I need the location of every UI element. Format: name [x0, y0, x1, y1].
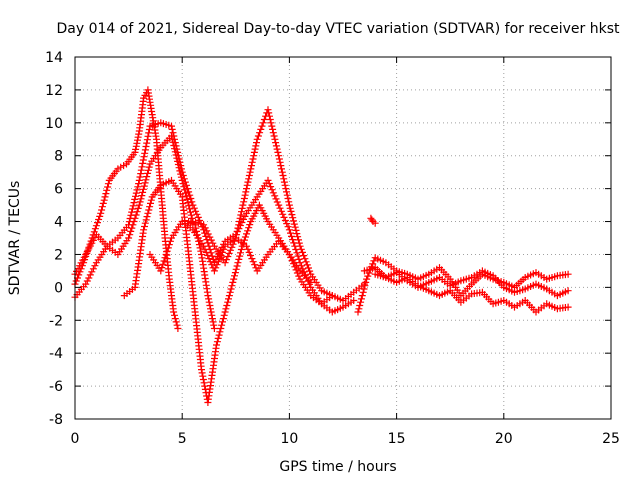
plus-markers [120, 176, 315, 406]
x-tick-label: 0 [71, 431, 80, 447]
y-tick-label: 8 [54, 149, 63, 165]
y-tick-label: 0 [54, 280, 63, 296]
series-track-4 [120, 176, 315, 406]
y-tick-label: 4 [54, 215, 63, 231]
series-track-3 [71, 106, 368, 304]
series-track-7 [360, 264, 572, 316]
y-tick-label: 6 [54, 182, 63, 198]
axis-ticks [74, 56, 612, 420]
plus-markers [146, 218, 336, 308]
grid-lines [75, 57, 611, 419]
plus-markers [71, 119, 358, 316]
y-tick-label: 14 [45, 50, 63, 66]
y-tick-label: 10 [45, 116, 63, 132]
plus-markers [71, 106, 368, 304]
y-axis-label: SDTVAR / TECUs [7, 181, 23, 296]
series-track-2 [71, 119, 358, 316]
x-axis-label: GPS time / hours [279, 459, 396, 475]
y-tick-label: -2 [49, 313, 63, 329]
tick-labels: 0 5 10 15 20 25 -8 -6 -4 -2 0 2 4 6 8 10 12 14 [45, 50, 620, 447]
plus-markers [360, 264, 572, 316]
x-tick-label: 25 [602, 431, 620, 447]
plus-markers [185, 218, 218, 332]
y-tick-label: -4 [49, 346, 63, 362]
series-isolated [367, 214, 379, 227]
y-tick-label: -6 [49, 379, 63, 395]
series-track-8 [371, 267, 572, 300]
y-tick-label: 2 [54, 247, 63, 263]
plus-markers [371, 267, 572, 300]
data-points [71, 86, 572, 406]
plot-frame [74, 56, 612, 420]
chart-title: Day 014 of 2021, Sidereal Day-to-day VTE… [57, 21, 620, 37]
x-tick-label: 10 [280, 431, 298, 447]
series-track-9 [185, 218, 218, 332]
series-track-5 [146, 218, 336, 308]
y-tick-label: -8 [49, 412, 63, 428]
x-tick-label: 20 [495, 431, 513, 447]
x-tick-label: 5 [178, 431, 187, 447]
x-tick-label: 15 [388, 431, 406, 447]
plus-markers [367, 214, 379, 227]
y-tick-label: 12 [45, 83, 63, 99]
